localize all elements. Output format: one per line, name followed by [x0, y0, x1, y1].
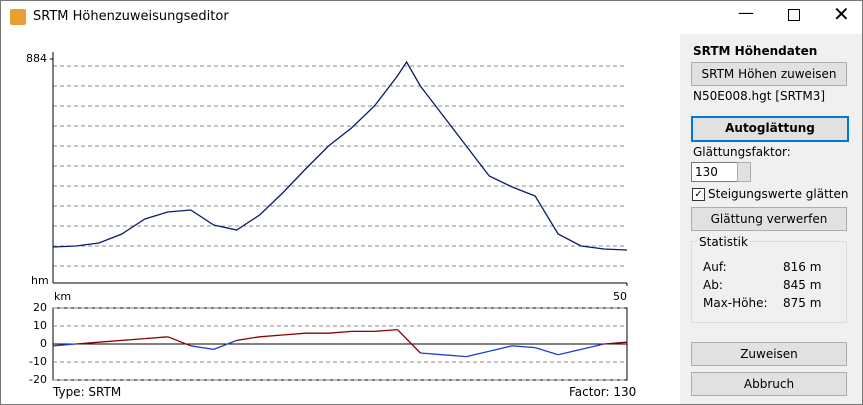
x-tick-label: 50	[613, 290, 627, 303]
discard-button[interactable]: Glättung verwerfen	[691, 207, 847, 231]
checkbox-label: Steigungswerte glätten	[708, 187, 849, 201]
slope-segment	[52, 343, 77, 347]
slope-segment	[443, 354, 467, 358]
maximize-button[interactable]	[788, 9, 800, 21]
slope-segment	[282, 332, 306, 336]
slope-segment	[603, 341, 628, 345]
cancel-button[interactable]: Abbruch	[691, 372, 847, 396]
window-title: SRTM Höhenzuweisungseditor	[33, 9, 229, 24]
slope-segment	[534, 346, 559, 356]
file-label: N50E008.hgt [SRTM3]	[693, 89, 826, 103]
slope-segment	[75, 341, 99, 345]
stat-value: 875 m	[783, 296, 822, 310]
slope-segment	[512, 345, 536, 349]
slope-segment	[580, 343, 605, 351]
minimize-button[interactable]: —	[738, 3, 754, 22]
slope-segment	[213, 339, 237, 351]
stat-value: 816 m	[783, 260, 822, 274]
slope-segment	[167, 336, 191, 347]
y-tick-label: -20	[29, 373, 47, 386]
slope-segment	[466, 350, 490, 358]
stat-label: Max-Höhe:	[703, 296, 768, 310]
slope-segment	[489, 345, 513, 352]
slope-segment	[236, 336, 260, 342]
factor-spinner[interactable]	[737, 162, 751, 182]
factor-input[interactable]: 130	[691, 162, 740, 182]
app-icon	[10, 9, 26, 25]
slope-segment	[328, 330, 352, 334]
stat-label: Ab:	[703, 278, 723, 292]
assign-srtm-button[interactable]: SRTM Höhen zuweisen	[691, 62, 847, 86]
y-tick-label: 884	[26, 52, 47, 65]
slope-segment	[121, 337, 145, 342]
close-button[interactable]: ✕	[833, 2, 850, 26]
y-tick-label: 0	[40, 337, 47, 350]
y-tick-label: 20	[33, 301, 47, 314]
stat-label: Auf:	[703, 260, 727, 274]
panel-heading: SRTM Höhendaten	[693, 44, 818, 58]
footer-factor: Factor: 130	[569, 385, 637, 399]
y-tick-label: -10	[29, 355, 47, 368]
slope-segment	[259, 334, 283, 338]
auto-smooth-button[interactable]: Autoglättung	[691, 116, 849, 142]
y-tick-label: 10	[33, 319, 47, 332]
stats-group	[691, 241, 847, 323]
y-unit: hm	[31, 274, 49, 287]
checkbox[interactable]: ✓	[692, 188, 705, 201]
slope-segment	[190, 345, 214, 351]
ok-button[interactable]: Zuweisen	[691, 342, 847, 366]
x-unit: km	[54, 290, 71, 303]
factor-label: Glättungsfaktor:	[693, 145, 791, 159]
slope-segment	[420, 352, 444, 356]
slope-segment	[144, 336, 168, 340]
slope-segment	[374, 328, 398, 333]
slope-segment	[98, 339, 122, 343]
profile-line	[52, 60, 628, 251]
footer-type: Type: SRTM	[53, 385, 122, 399]
slope-segment	[396, 329, 421, 354]
stat-value: 845 m	[783, 278, 822, 292]
slope-segment	[557, 348, 582, 356]
stats-title: Statistik	[697, 235, 750, 249]
